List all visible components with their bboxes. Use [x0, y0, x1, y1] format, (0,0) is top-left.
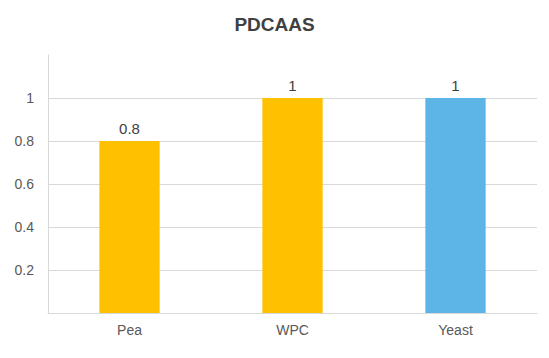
svg-text:1: 1 [451, 77, 459, 94]
svg-text:0.8: 0.8 [15, 133, 35, 149]
svg-text:WPC: WPC [276, 322, 309, 338]
svg-text:0.6: 0.6 [15, 176, 35, 192]
svg-text:Pea: Pea [117, 322, 142, 338]
svg-text:1: 1 [26, 90, 34, 106]
svg-text:Yeast: Yeast [438, 322, 473, 338]
svg-text:0.4: 0.4 [15, 219, 35, 235]
svg-text:1: 1 [288, 77, 296, 94]
svg-text:0.8: 0.8 [119, 120, 140, 137]
svg-text:0.2: 0.2 [15, 262, 35, 278]
svg-text:PDCAAS: PDCAAS [234, 14, 314, 35]
